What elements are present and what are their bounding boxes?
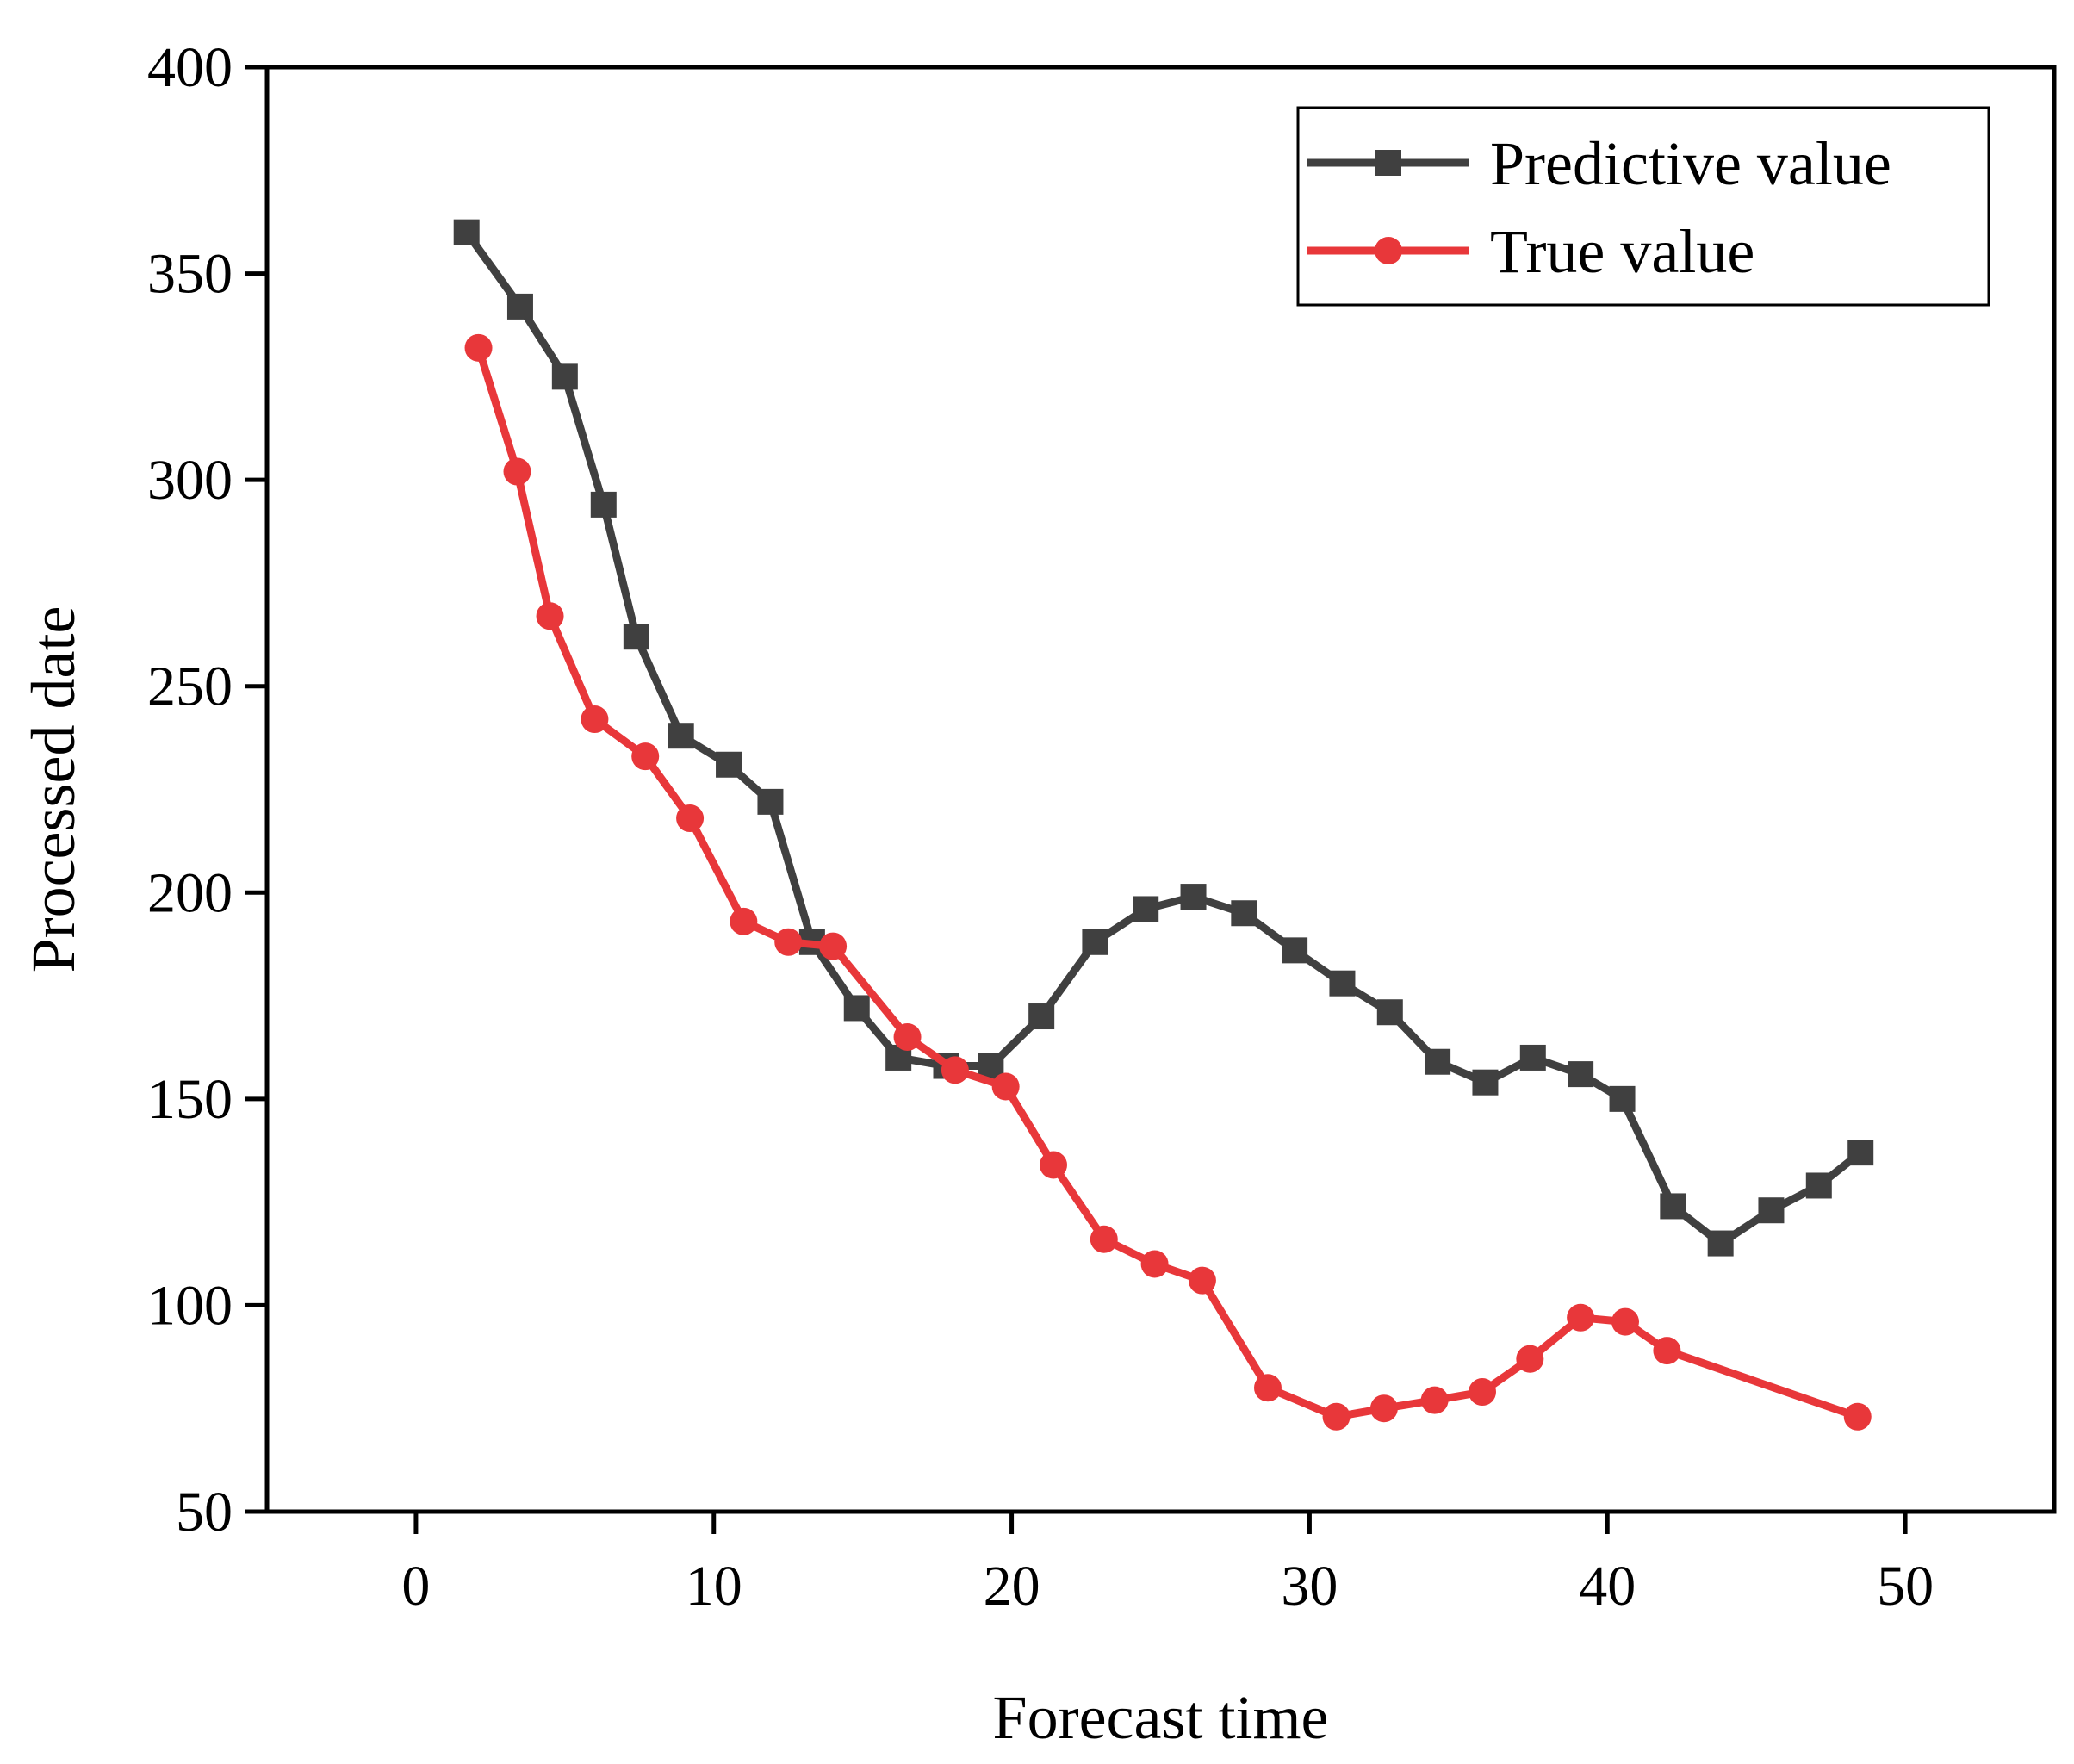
legend-box [1296,106,1990,307]
y-tick-label: 200 [147,861,233,924]
x-axis-title: Forecast time [993,1683,1329,1752]
y-tick-label: 150 [147,1068,233,1131]
legend-marker-circle [1375,237,1402,264]
legend-label-predictive: Predictive value [1490,129,1891,198]
data-point [1140,1250,1169,1278]
x-tick-label: 0 [401,1555,430,1618]
data-point [1282,937,1308,964]
legend: Predictive value True value [1296,106,1990,307]
data-point [1611,1307,1639,1336]
data-point [590,491,617,518]
data-point [503,457,531,486]
data-point [1472,1069,1499,1096]
data-point [506,293,533,320]
data-point [581,705,609,734]
data-point [774,928,803,956]
series-line-1 [475,346,1860,1421]
legend-marker-square [1375,150,1401,176]
x-axis: 0 10 20 30 40 50 [401,1512,1934,1618]
x-tick-label: 40 [1579,1555,1636,1618]
data-point [1082,929,1108,955]
data-point [1425,1048,1451,1075]
y-tick-label: 100 [147,1274,233,1337]
plot-marks [453,219,1874,1431]
data-point [1028,1003,1055,1030]
data-point [1519,1044,1546,1071]
data-point [1516,1345,1544,1373]
data-point [1322,1402,1351,1431]
data-point [1707,1230,1734,1257]
data-point [1567,1303,1595,1332]
data-point [1843,1402,1872,1431]
x-tick-label: 10 [686,1555,742,1618]
data-point [1329,970,1356,997]
data-point [1254,1374,1282,1402]
y-axis-title: Processed date [19,606,88,973]
data-point [1847,1140,1874,1166]
data-point [1369,1394,1398,1423]
x-tick-label: 20 [984,1555,1040,1618]
data-point [1469,1378,1496,1407]
data-point [1090,1225,1118,1253]
x-tick-label: 30 [1281,1555,1338,1618]
y-tick-label: 50 [176,1481,233,1544]
data-point [1568,1061,1594,1088]
data-point [1660,1193,1686,1220]
data-point [1420,1386,1449,1414]
data-point [757,788,784,815]
data-point [1609,1085,1636,1112]
data-point [893,1022,922,1051]
data-point [716,751,742,778]
data-point [991,1072,1020,1101]
data-point [941,1056,969,1084]
data-point [1231,900,1257,927]
y-axis: 50 100 150 200 250 300 350 400 [147,36,267,1544]
y-tick-label: 350 [147,243,233,306]
data-point [1653,1337,1681,1365]
y-tick-label: 400 [147,36,233,99]
data-point [1180,884,1207,910]
data-point [1040,1151,1067,1179]
data-point [453,219,480,245]
data-point [1758,1197,1785,1224]
data-point [1805,1172,1832,1199]
data-point [1188,1266,1216,1295]
data-point [843,995,870,1022]
data-point [668,723,694,749]
data-point [1133,896,1159,922]
legend-label-true: True value [1490,217,1754,286]
data-point [819,932,848,960]
data-point [464,333,493,362]
y-tick-label: 300 [147,449,233,512]
data-point [1376,999,1403,1026]
x-tick-label: 50 [1877,1555,1934,1618]
data-point [730,907,758,935]
data-point [676,804,705,833]
data-point [536,602,564,630]
data-point [631,742,660,771]
data-point [551,363,578,390]
data-point [623,624,649,650]
plot-frame [264,65,2057,1514]
y-tick-label: 250 [147,655,233,718]
